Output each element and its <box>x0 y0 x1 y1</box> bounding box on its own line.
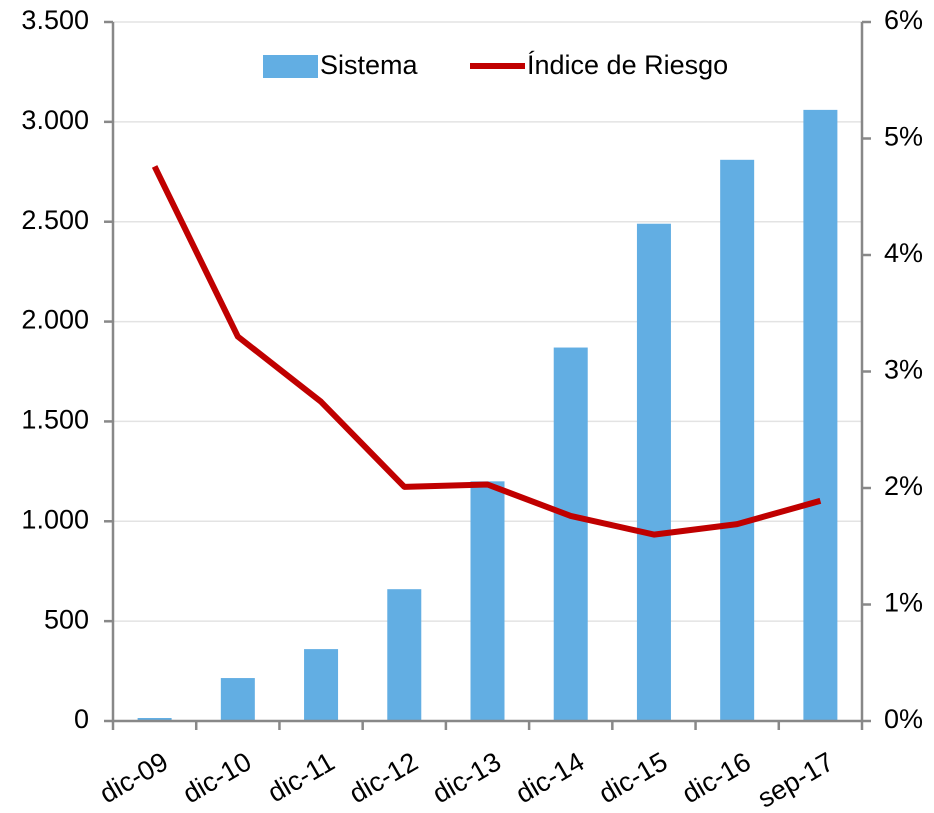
bar <box>387 589 422 721</box>
bar <box>803 109 838 722</box>
x-tick-label: sep-17 <box>752 746 839 813</box>
y-tick-label: 1.500 <box>21 405 89 435</box>
line <box>151 165 822 538</box>
y2-tick-label: 2% <box>884 471 923 501</box>
y2-tick-label: 0% <box>884 704 923 734</box>
y-tick-label: 1.000 <box>21 504 89 534</box>
bar <box>636 223 671 721</box>
bar <box>553 347 588 721</box>
y-tick-label: 3.500 <box>21 5 89 35</box>
y-tick-label: 3.000 <box>21 105 89 135</box>
x-tick-label: dic-10 <box>178 746 257 809</box>
bar <box>470 481 505 721</box>
x-tick-label: dic-14 <box>511 746 590 809</box>
y2-tick-label: 1% <box>884 588 923 618</box>
x-tick-label: dic-09 <box>94 746 173 809</box>
legend-label: Sistema <box>320 50 419 80</box>
y2-tick-label: 4% <box>884 238 923 268</box>
bar <box>220 678 255 721</box>
y2-tick-label: 5% <box>884 122 923 152</box>
y-tick-label: 500 <box>44 604 89 634</box>
bar <box>137 718 172 721</box>
y-tick-label: 2.500 <box>21 205 89 235</box>
x-tick-label: dic-16 <box>677 746 756 809</box>
bar <box>304 649 339 721</box>
y-tick-label: 0 <box>74 704 89 734</box>
x-tick-label: dic-12 <box>344 746 423 809</box>
x-tick-label: dic-11 <box>263 746 340 808</box>
y2-tick-label: 6% <box>884 5 923 35</box>
x-tick-label: dic-15 <box>594 746 673 809</box>
bar <box>720 159 755 721</box>
y-tick-label: 2.000 <box>21 305 89 335</box>
legend-swatch <box>263 55 318 78</box>
y2-tick-label: 3% <box>884 355 923 385</box>
x-tick-label: dic-13 <box>427 746 506 809</box>
legend-label: Índice de Riesgo <box>527 50 728 80</box>
